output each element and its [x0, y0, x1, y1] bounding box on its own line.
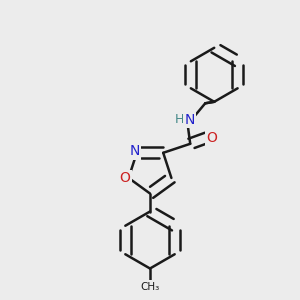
Text: O: O — [207, 131, 218, 145]
Text: N: N — [129, 144, 140, 158]
Text: CH₃: CH₃ — [140, 281, 160, 292]
Text: H: H — [175, 113, 184, 126]
Text: O: O — [120, 171, 130, 185]
Text: N: N — [184, 113, 195, 127]
